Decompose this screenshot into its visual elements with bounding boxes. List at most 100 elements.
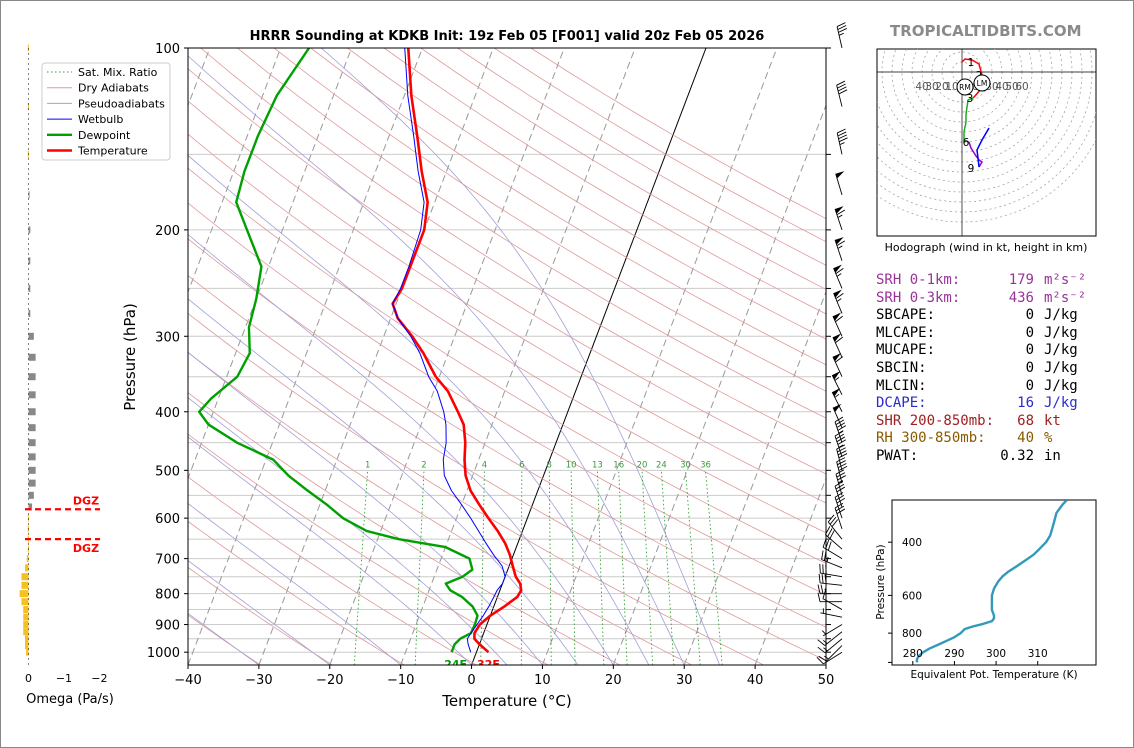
barb-half [838, 32, 844, 36]
omega-bar [28, 466, 36, 474]
index-unit: J/kg [1044, 324, 1078, 341]
y-tick-label: 100 [155, 42, 180, 57]
omega-bar [25, 564, 29, 572]
omega-bar [21, 581, 29, 589]
index-label: DCAPE: [876, 395, 927, 412]
barb-flag [832, 352, 842, 362]
y-tick-label: 500 [155, 464, 180, 479]
barb-full [822, 538, 827, 548]
omega-bar [28, 373, 36, 381]
y-tick-label: 600 [155, 512, 180, 527]
wind-barb [818, 573, 843, 586]
barb-full [825, 526, 831, 535]
legend: Sat. Mix. Ratio Dry Adiabats Pseudoadiabat… [41, 62, 171, 161]
theta-e-y-label: Pressure (hPa) [875, 544, 887, 619]
isotherm-line [188, 48, 423, 665]
hodograph-segment [963, 97, 974, 143]
mixing-ratio-label: 8 [547, 460, 552, 470]
omega-axis-label: Omega (Pa/s) [26, 692, 114, 707]
omega-bar [21, 573, 29, 581]
y-tick-label: 200 [155, 224, 180, 239]
hodograph-segment [976, 127, 990, 168]
pseudoadiabat [188, 560, 331, 665]
hodograph-ring-label: 20 [935, 81, 948, 93]
barb-half [823, 647, 828, 652]
barb-half [822, 639, 828, 644]
barb-full [827, 528, 833, 537]
omega-bar [27, 103, 29, 111]
barb-half [837, 214, 843, 218]
mixing-ratio-line [570, 470, 576, 665]
isotherm-line [188, 48, 282, 294]
y-tick-label: 400 [155, 406, 180, 421]
barb-flag [835, 237, 844, 245]
wind-barb [827, 514, 843, 540]
barb-staff [823, 651, 843, 665]
barb-full [836, 444, 846, 450]
legend-entry: Temperature [77, 145, 148, 158]
x-axis-label: Temperature (°C) [441, 692, 571, 710]
pseudoadiabat [321, 48, 721, 665]
legend-entry: Sat. Mix. Ratio [78, 66, 158, 79]
barb-full [837, 463, 847, 468]
isotherm-line [400, 48, 636, 665]
barb-full [829, 530, 835, 539]
dry-adiabat [347, 48, 826, 340]
omega-tick-label: 0 [25, 672, 32, 685]
legend-box [41, 62, 171, 161]
hodograph-trace [961, 58, 990, 168]
index-label: MLCAPE: [876, 324, 936, 341]
mixing-ratio-line [641, 470, 654, 665]
wind-barb [831, 388, 843, 412]
omega-bar [23, 628, 29, 636]
barb-full [836, 209, 846, 216]
barb-staff [834, 507, 843, 530]
barb-staff [833, 267, 843, 289]
barb-staff [835, 173, 843, 195]
barb-half [836, 273, 842, 277]
wind-barb [833, 264, 844, 289]
hodograph-segment [961, 58, 983, 99]
storm-motion-label: RM [959, 83, 971, 92]
barb-flag [832, 333, 842, 342]
pseudoadiabat [188, 55, 685, 665]
mixing-ratio-label: 1 [365, 460, 370, 470]
mixing-ratio-line [660, 470, 675, 665]
index-value: 16 [1017, 395, 1034, 412]
barb-staff [825, 534, 843, 550]
barb-flag [832, 388, 841, 397]
mixing-ratio-label: 6 [519, 460, 524, 470]
chart-title: HRRR Sounding at KDKB Init: 19z Feb 05 [… [250, 29, 765, 44]
barb-full [837, 475, 846, 481]
barb-full [817, 646, 826, 654]
storm-motion-label: LM [977, 79, 988, 88]
mixing-ratio-label: 30 [680, 460, 691, 470]
dry-adiabat [273, 48, 826, 392]
mixing-ratio-line [618, 470, 628, 665]
isotherm-line [541, 48, 778, 665]
y-tick-label: 800 [155, 588, 180, 603]
index-label: SRH 0-1km: [876, 272, 961, 288]
barb-full [821, 550, 824, 560]
skewt-axes-frame [187, 47, 827, 666]
x-tick-label: 40 [747, 673, 764, 688]
storm-motion-marker [973, 74, 991, 92]
wind-barb [832, 352, 844, 377]
hodograph-ring-label: 50 [1005, 81, 1018, 93]
x-tick-label: 20 [605, 673, 622, 688]
theta-e-x-label: Equivalent Pot. Temperature (K) [910, 669, 1077, 681]
index-unit: in [1044, 448, 1061, 464]
wind-barb [832, 312, 844, 337]
dry-adiabat [188, 167, 826, 564]
mixing-ratio-line [548, 470, 552, 665]
barb-flag [832, 312, 842, 321]
theta-e-panel: 280 290 300 310 400 600 800 Equivalent Pot. Tem… [875, 499, 1097, 681]
index-value: 68 [1017, 412, 1034, 429]
barb-full [837, 86, 847, 92]
barb-full [838, 465, 848, 471]
dry-adiabat [188, 433, 549, 665]
barb-full [838, 89, 848, 95]
hodograph-ring-label: 30 [925, 81, 938, 93]
barb-full [837, 450, 847, 456]
